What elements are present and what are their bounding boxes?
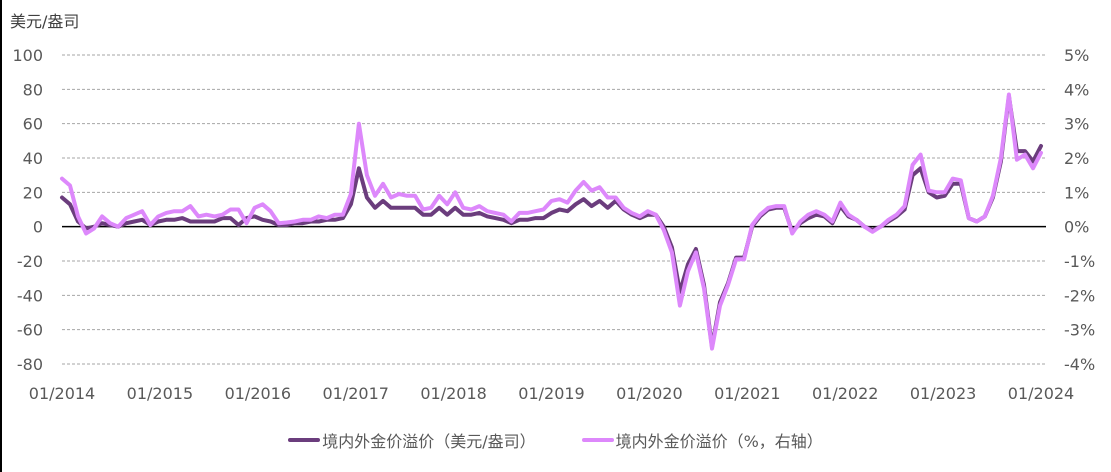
legend: 境内外金价溢价（美元/盎司） 境内外金价溢价（%，右轴）	[0, 428, 1111, 452]
legend-swatch-light-purple	[581, 438, 614, 442]
svg-text:01/2017: 01/2017	[322, 384, 388, 403]
legend-label: 境内外金价溢价（美元/盎司）	[322, 432, 536, 451]
svg-text:3%: 3%	[1064, 115, 1089, 134]
svg-text:60: 60	[23, 115, 43, 134]
svg-text:20: 20	[23, 183, 43, 202]
legend-label: 境内外金价溢价（%，右轴）	[615, 432, 823, 451]
svg-text:40: 40	[23, 149, 43, 168]
legend-item-percent: 境内外金价溢价（%，右轴）	[581, 428, 823, 452]
svg-text:-80: -80	[17, 355, 43, 374]
svg-text:-2%: -2%	[1064, 286, 1095, 305]
svg-text:-1%: -1%	[1064, 252, 1095, 271]
svg-text:01/2023: 01/2023	[910, 384, 976, 403]
svg-text:01/2019: 01/2019	[518, 384, 584, 403]
svg-text:01/2022: 01/2022	[812, 384, 878, 403]
svg-text:-20: -20	[17, 252, 43, 271]
right-y-axis: 5% 4% 3% 2% 1% 0% -1% -2% -3% -4%	[1064, 46, 1095, 374]
legend-swatch-dark-purple	[288, 438, 321, 442]
series-line-percent	[60, 92, 1043, 351]
svg-text:01/2020: 01/2020	[616, 384, 682, 403]
svg-text:4%: 4%	[1064, 80, 1089, 99]
legend-item-usd: 境内外金价溢价（美元/盎司）	[288, 428, 536, 452]
svg-text:01/2024: 01/2024	[1008, 384, 1074, 403]
svg-text:0: 0	[33, 218, 43, 237]
x-axis: 01/2014 01/2015 01/2016 01/2017 01/2018 01/20…	[29, 384, 1074, 403]
series-line-usd	[60, 94, 1043, 349]
svg-text:01/2018: 01/2018	[420, 384, 486, 403]
svg-text:100: 100	[12, 46, 43, 65]
svg-text:01/2014: 01/2014	[29, 384, 95, 403]
svg-text:-3%: -3%	[1064, 321, 1095, 340]
svg-text:01/2016: 01/2016	[225, 384, 291, 403]
gridlines	[62, 54, 1046, 365]
svg-text:-4%: -4%	[1064, 355, 1095, 374]
left-axis-unit-label: 美元/盎司	[10, 12, 80, 31]
data-lines	[60, 92, 1043, 351]
svg-text:2%: 2%	[1064, 149, 1089, 168]
svg-text:01/2015: 01/2015	[127, 384, 193, 403]
svg-text:1%: 1%	[1064, 183, 1089, 202]
svg-text:-40: -40	[17, 286, 43, 305]
svg-text:-60: -60	[17, 321, 43, 340]
svg-text:80: 80	[23, 80, 43, 99]
svg-text:5%: 5%	[1064, 46, 1089, 65]
left-y-axis: 100 80 60 40 20 0 -20 -40 -60 -80	[12, 46, 43, 374]
svg-text:0%: 0%	[1064, 218, 1089, 237]
svg-text:01/2021: 01/2021	[714, 384, 780, 403]
